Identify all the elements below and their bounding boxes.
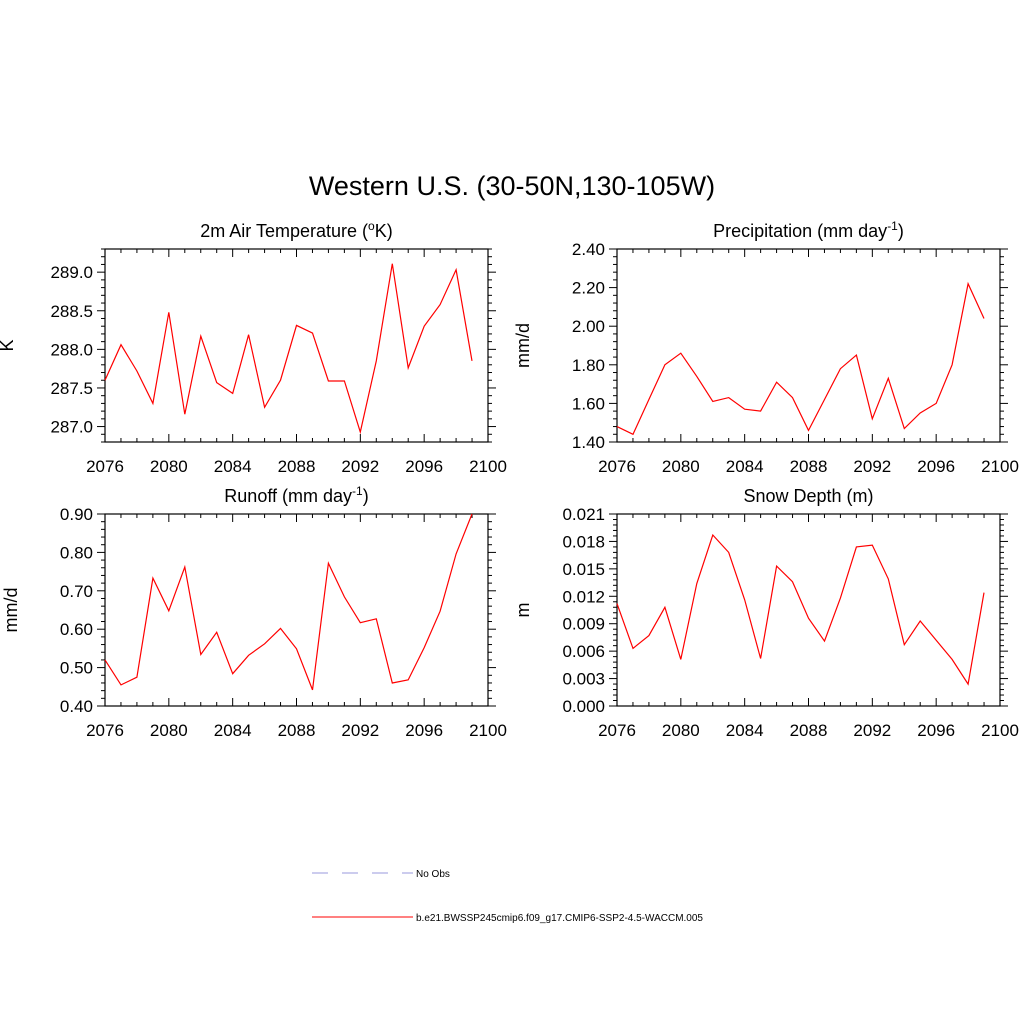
- x-tick-label: 2080: [150, 457, 188, 476]
- y-tick-label: 0.015: [562, 560, 605, 579]
- x-tick-label: 2092: [853, 457, 891, 476]
- x-tick-label: 2096: [405, 457, 443, 476]
- series-line: [104, 513, 473, 691]
- x-tick-label: 2088: [278, 721, 316, 740]
- panel-title-tail: ): [898, 221, 904, 241]
- y-tick-label: 2.00: [572, 317, 605, 336]
- y-tick-label: 0.012: [562, 587, 605, 606]
- x-tick-label: 2084: [214, 721, 252, 740]
- figure-title: Western U.S. (30-50N,130-105W): [309, 171, 715, 201]
- y-tick-label: 0.70: [60, 582, 93, 601]
- x-tick-label: 2088: [790, 457, 828, 476]
- x-tick-label: 2100: [981, 721, 1019, 740]
- y-tick-label: 288.0: [50, 340, 93, 359]
- plot-frame: [616, 248, 1001, 443]
- x-tick-label: 2084: [726, 457, 764, 476]
- x-tick-label: 2100: [469, 721, 507, 740]
- panel-title-tail: ): [363, 486, 369, 506]
- panel-title: 2m Air Temperature (oK): [200, 219, 392, 241]
- x-tick-label: 2092: [341, 457, 379, 476]
- y-tick-label: 0.000: [562, 697, 605, 716]
- plot-frame: [104, 513, 489, 707]
- x-tick-label: 2096: [917, 457, 955, 476]
- y-tick-label: 2.20: [572, 279, 605, 298]
- y-tick-label: 287.5: [50, 379, 93, 398]
- x-tick-label: 2100: [469, 457, 507, 476]
- y-tick-label: 0.006: [562, 642, 605, 661]
- y-tick-label: 0.90: [60, 505, 93, 524]
- y-tick-label: 0.40: [60, 697, 93, 716]
- y-tick-label: 0.021: [562, 505, 605, 524]
- y-tick-label: 0.009: [562, 615, 605, 634]
- y-tick-label: 1.40: [572, 433, 605, 452]
- plot-frame: [616, 513, 1001, 707]
- x-tick-label: 2076: [598, 457, 636, 476]
- panel-title-text: Runoff (mm day: [224, 486, 352, 506]
- x-tick-label: 2088: [790, 721, 828, 740]
- y-tick-label: 1.80: [572, 356, 605, 375]
- panel-title: Runoff (mm day-1): [224, 484, 368, 506]
- y-axis-label: K: [0, 339, 17, 351]
- legend: No Obs b.e21.BWSSP245cmip6.f09_g17.CMIP6-…: [312, 869, 703, 924]
- y-tick-label: 287.0: [50, 418, 93, 437]
- panel-title-superscript: o: [368, 219, 375, 233]
- panel-title: Snow Depth (m): [743, 486, 873, 506]
- x-tick-label: 2080: [662, 457, 700, 476]
- y-tick-label: 2.40: [572, 240, 605, 259]
- x-tick-label: 2084: [214, 457, 252, 476]
- y-axis-label: m: [513, 603, 533, 618]
- x-tick-label: 2076: [86, 457, 124, 476]
- x-tick-label: 2092: [341, 721, 379, 740]
- y-tick-label: 288.5: [50, 302, 93, 321]
- y-axis-label: mm/d: [513, 323, 533, 368]
- x-tick-label: 2076: [598, 721, 636, 740]
- x-tick-label: 2088: [278, 457, 316, 476]
- chart-panel-3: Runoff (mm day-1) 2076 2080 2084 2088 2092 209…: [1, 484, 507, 740]
- panel-title-text: Snow Depth (m): [743, 486, 873, 506]
- panel-title-text: 2m Air Temperature (: [200, 221, 368, 241]
- panel-title-text: Precipitation (mm day: [713, 221, 887, 241]
- x-tick-label: 2084: [726, 721, 764, 740]
- x-tick-label: 2096: [917, 721, 955, 740]
- chart-panel-2: Precipitation (mm day-1) 2076 2080 2084 2088…: [513, 219, 1019, 476]
- y-tick-label: 0.60: [60, 620, 93, 639]
- y-tick-label: 0.018: [562, 532, 605, 551]
- x-tick-label: 2076: [86, 721, 124, 740]
- series-line: [104, 263, 473, 435]
- legend-label-1: No Obs: [416, 869, 450, 880]
- x-tick-label: 2080: [150, 721, 188, 740]
- y-axis-label: mm/d: [1, 588, 21, 633]
- y-tick-label: 1.60: [572, 394, 605, 413]
- x-tick-label: 2092: [853, 721, 891, 740]
- panel-title-superscript: -1: [887, 219, 898, 233]
- y-tick-label: 289.0: [50, 263, 93, 282]
- legend-label-2: b.e21.BWSSP245cmip6.f09_g17.CMIP6-SSP2-4…: [416, 913, 703, 924]
- x-tick-label: 2100: [981, 457, 1019, 476]
- y-tick-label: 0.003: [562, 670, 605, 689]
- chart-panel-1: 2m Air Temperature (oK) 2076 2080 2084 2088 2…: [0, 219, 507, 476]
- y-tick-label: 0.80: [60, 543, 93, 562]
- series-line: [616, 281, 985, 436]
- chart-panel-4: Snow Depth (m) 2076 2080 2084 2088 2092 2096 21…: [513, 486, 1019, 740]
- x-tick-label: 2096: [405, 721, 443, 740]
- x-tick-label: 2080: [662, 721, 700, 740]
- panel-title-superscript: -1: [352, 484, 363, 498]
- panel-title: Precipitation (mm day-1): [713, 219, 904, 241]
- series-line: [616, 533, 985, 686]
- panel-title-tail: K): [375, 221, 393, 241]
- y-tick-label: 0.50: [60, 659, 93, 678]
